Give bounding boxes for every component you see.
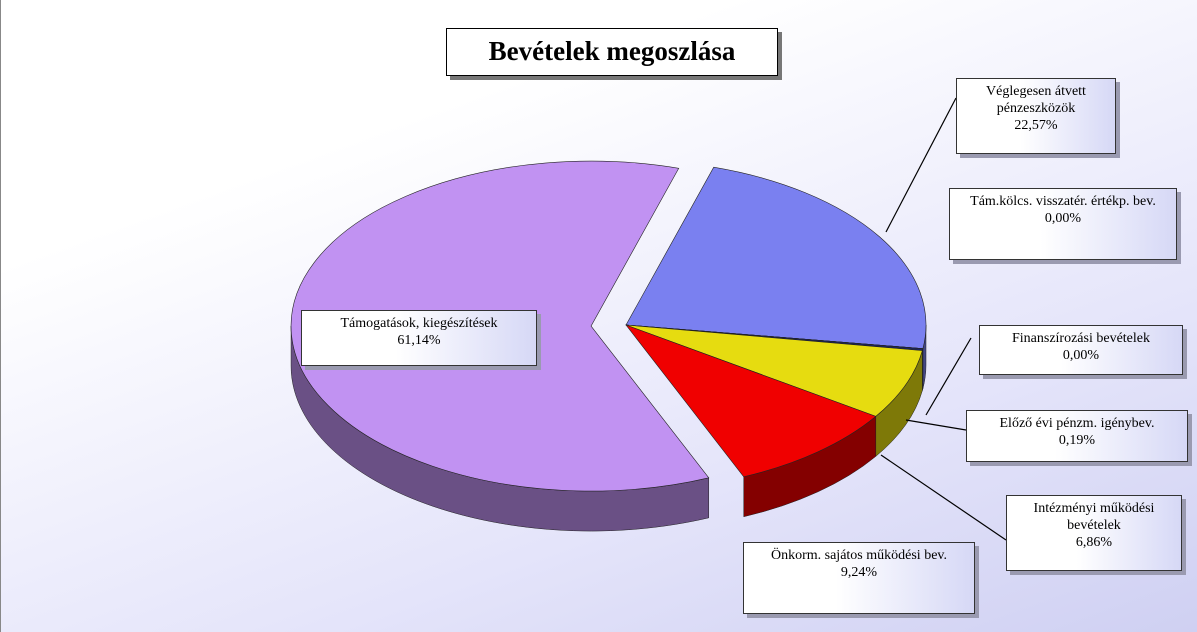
label-name: Intézményi működési bevételek <box>1033 501 1155 533</box>
leader-line <box>905 419 967 431</box>
label-name: Tám.kölcs. visszatér. értékp. bev. <box>970 194 1156 209</box>
label-value: 9,24% <box>840 565 878 580</box>
label-name: Véglegesen átvett pénzeszközök <box>986 84 1086 116</box>
slice <box>625 324 923 417</box>
label-value: 6,86% <box>1075 535 1113 550</box>
label-value: 0,19% <box>1058 433 1096 448</box>
slice <box>625 324 877 478</box>
leader-line <box>925 337 972 416</box>
chart-title: Bevételek megoszlása <box>446 28 778 76</box>
label-name: Előző évi pénzm. igénybev. <box>999 416 1155 431</box>
data-label: Önkorm. sajátos működési bev. 9,24% <box>743 542 975 614</box>
leader-line <box>880 454 1007 541</box>
label-name: Önkorm. sajátos működési bev. <box>770 548 947 563</box>
data-label: Véglegesen átvett pénzeszközök 22,57% <box>956 78 1116 154</box>
slice <box>625 166 927 350</box>
data-label: Finanszírozási bevételek 0,00% <box>979 325 1183 375</box>
label-value: 0,00% <box>1044 211 1082 226</box>
data-label: Támogatások, kiegészítések 61,14% <box>301 310 537 366</box>
label-value: 61,14% <box>397 333 441 348</box>
label-name: Finanszírozási bevételek <box>1011 331 1150 346</box>
label-name: Támogatások, kiegészítések <box>340 316 498 331</box>
leader-line <box>885 97 957 233</box>
data-label: Tám.kölcs. visszatér. értékp. bev. 0,00% <box>949 188 1177 260</box>
data-label: Intézményi működési bevételek 6,86% <box>1006 495 1182 571</box>
label-value: 22,57% <box>1014 118 1058 133</box>
label-value: 0,00% <box>1062 348 1100 363</box>
data-label: Előző évi pénzm. igénybev. 0,19% <box>966 410 1188 462</box>
